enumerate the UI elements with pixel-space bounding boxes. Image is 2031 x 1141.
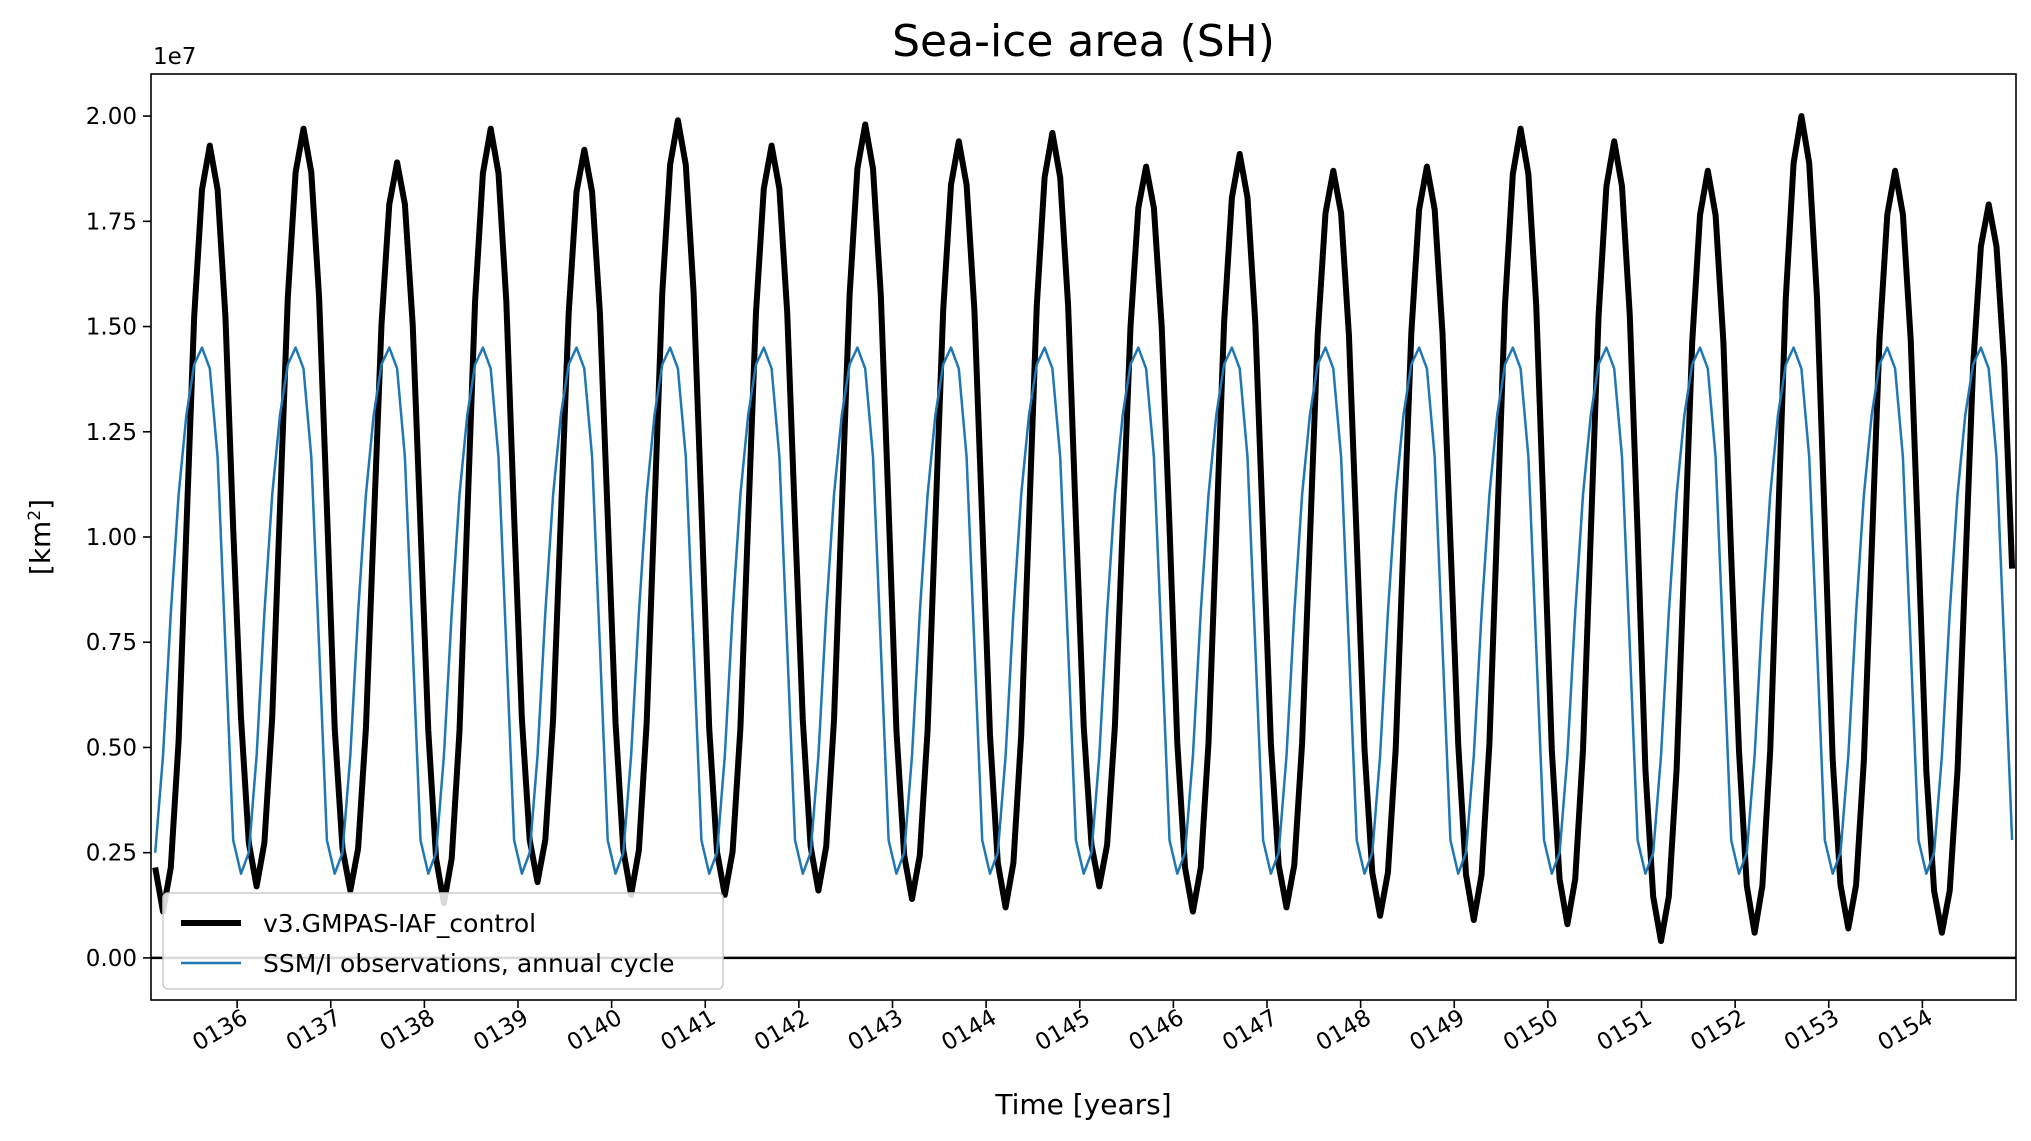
y-tick-label: 0.25 [86, 841, 137, 867]
x-tick-label: 0147 [1218, 1005, 1282, 1057]
plot-area [150, 73, 2017, 1001]
x-axis: 0136 0137 0138 0139 0140 0141 0142 0143 0144 0145… [188, 1000, 1937, 1056]
x-tick-label: 0148 [1312, 1005, 1376, 1057]
y-tick-label: 2.00 [86, 104, 137, 130]
legend-label-model: v3.GMPAS-IAF_control [263, 909, 536, 938]
x-tick-label: 0154 [1874, 1005, 1938, 1057]
y-axis-label-close: ] [24, 499, 57, 510]
legend: v3.GMPAS-IAF_control SSM/I observations,… [162, 892, 724, 990]
x-tick-label: 0150 [1499, 1005, 1563, 1057]
x-tick-label: 0152 [1686, 1005, 1750, 1057]
y-tick-label: 1.50 [86, 315, 137, 341]
legend-label-observations: SSM/I observations, annual cycle [263, 949, 675, 978]
y-tick-label: 1.75 [86, 209, 137, 235]
y-axis-label: [km2] [24, 499, 57, 575]
chart-title: Sea-ice area (SH) [892, 16, 1275, 67]
y-axis-offset-label: 1e7 [153, 44, 196, 70]
x-tick-label: 0143 [844, 1005, 908, 1057]
y-tick-label: 0.50 [86, 735, 137, 761]
series-layer [152, 113, 2016, 945]
y-tick-label: 0.00 [86, 946, 137, 972]
x-tick-label: 0140 [563, 1005, 627, 1057]
x-tick-label: 0144 [937, 1005, 1001, 1057]
x-tick-label: 0149 [1406, 1005, 1470, 1057]
x-axis-label: Time [years] [994, 1088, 1171, 1121]
y-tick-label: 1.00 [86, 525, 137, 551]
legend-box [162, 892, 724, 990]
series-line-model [152, 113, 2016, 945]
x-tick-label: 0139 [469, 1005, 533, 1057]
x-tick-label: 0142 [750, 1005, 814, 1057]
x-tick-label: 0136 [188, 1005, 252, 1057]
y-tick-label: 1.25 [86, 420, 137, 446]
x-tick-label: 0151 [1593, 1005, 1657, 1057]
x-tick-label: 0137 [282, 1005, 346, 1057]
y-tick-label: 0.75 [86, 630, 137, 656]
y-axis-label-main: [km [24, 521, 57, 575]
x-tick-label: 0145 [1031, 1005, 1095, 1057]
plot-background [151, 74, 2016, 1000]
series-line-observations [153, 346, 2014, 875]
x-tick-label: 0146 [1125, 1005, 1189, 1057]
x-tick-label: 0141 [657, 1005, 721, 1057]
x-tick-label: 0138 [376, 1005, 440, 1057]
x-tick-label: 0153 [1780, 1005, 1844, 1057]
y-axis-label-superscript: 2 [25, 510, 45, 521]
y-axis: 0.00 0.25 0.50 0.75 1.00 1.25 1.50 1.75 2.00 [86, 104, 151, 972]
